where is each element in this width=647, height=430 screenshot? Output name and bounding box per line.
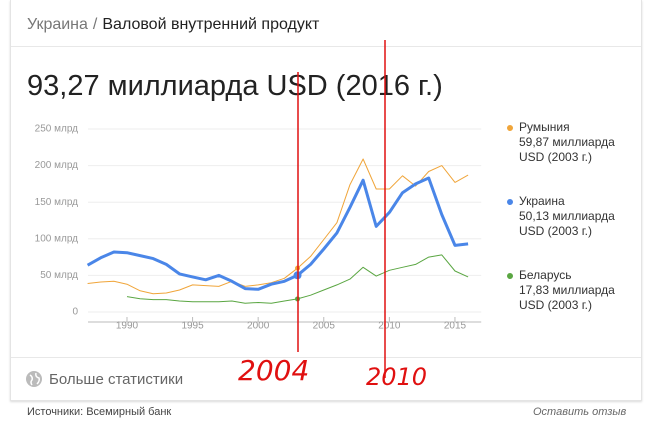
annotation: 2004 — [238, 354, 309, 387]
more-stats[interactable]: Больше статистики — [11, 357, 641, 401]
legend-marker — [507, 125, 513, 131]
y-tick-label: 100 млрд — [35, 233, 79, 244]
breadcrumb-link[interactable]: Украина — [27, 16, 88, 33]
x-tick-label: 2005 — [313, 321, 336, 332]
y-tick-label: 200 млрд — [35, 160, 79, 171]
x-tick-label: 1990 — [116, 321, 139, 332]
annotation: 2010 — [366, 363, 427, 391]
headline: 93,27 миллиарда USD (2016 г.) — [27, 70, 443, 102]
globe-icon — [26, 371, 42, 387]
y-tick-label: 0 — [72, 307, 78, 318]
divider — [11, 46, 641, 47]
series-line — [87, 158, 469, 295]
x-tick-label: 2010 — [378, 321, 401, 332]
source: Источники: Всемирный банк — [27, 406, 172, 418]
x-tick-label: 2000 — [247, 321, 270, 332]
feedback-link[interactable]: Оставить отзыв — [533, 406, 627, 418]
card: Украина / Валовой внутренний продукт 93,27… — [10, 0, 642, 401]
legend-name: Румыния — [519, 120, 570, 134]
legend-marker — [507, 199, 513, 205]
more-stats-label[interactable]: Больше статистики — [49, 371, 184, 388]
y-tick-label: 250 млрд — [35, 124, 79, 135]
y-tick-label: 150 млрд — [35, 197, 79, 208]
legend-marker — [507, 273, 513, 279]
legend-name: Беларусь — [519, 268, 571, 282]
y-tick-label: 50 млрд — [40, 270, 78, 281]
legend-value: 17,83 миллиарда USD (2003 г.) — [519, 283, 615, 312]
breadcrumb-current: Валовой внутренний продукт — [102, 16, 320, 33]
series-line — [86, 176, 469, 291]
x-tick-label: 2015 — [444, 321, 467, 332]
x-tick-label: 1995 — [181, 321, 204, 332]
legend-value: 59,87 миллиарда USD (2003 г.) — [519, 135, 615, 164]
legend-name: Украина — [519, 194, 565, 208]
legend-value: 50,13 миллиарда USD (2003 г.) — [519, 209, 615, 238]
breadcrumb: Украина / Валовой внутренний продукт — [27, 16, 320, 33]
